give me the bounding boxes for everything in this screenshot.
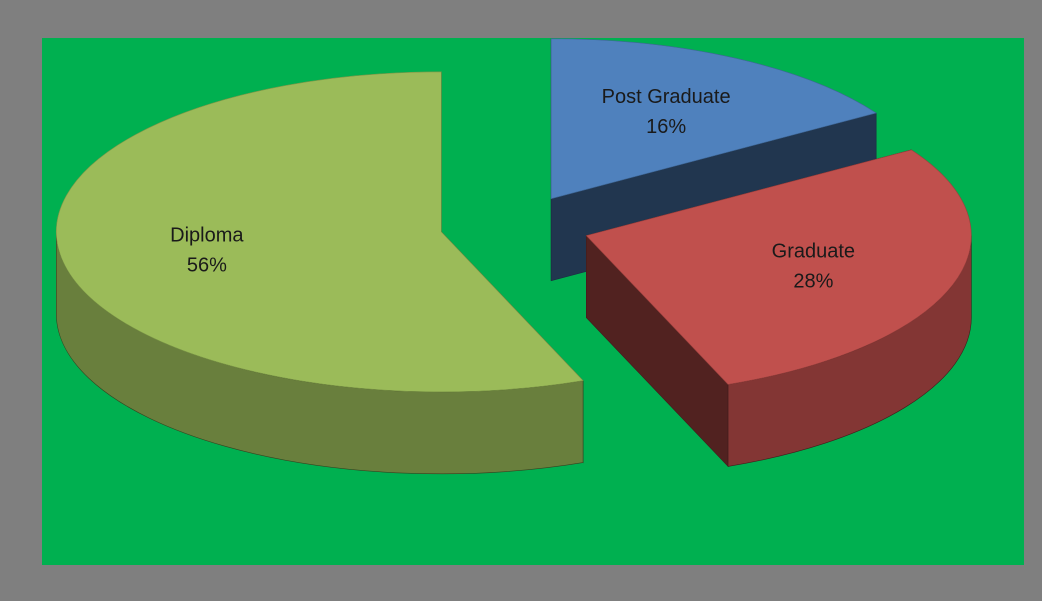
slice-value-label: 16% [646, 116, 686, 138]
slice-top [550, 38, 877, 200]
slice-label: Diploma [170, 225, 244, 247]
slice-value-label: 28% [793, 271, 833, 293]
slice-label: Graduate [772, 241, 855, 263]
slice-value-label: 56% [187, 255, 227, 277]
slice-top [56, 71, 584, 393]
slice-top [585, 149, 972, 385]
slice-label: Post Graduate [602, 86, 731, 108]
